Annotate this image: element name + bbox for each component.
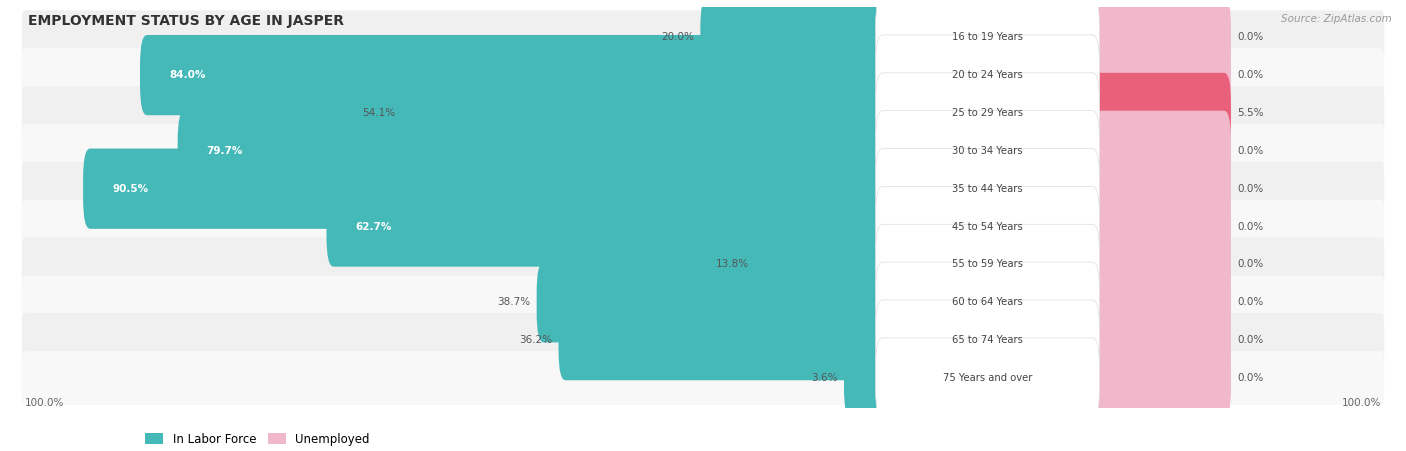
- Text: 25 to 29 Years: 25 to 29 Years: [952, 108, 1024, 118]
- Text: 35 to 44 Years: 35 to 44 Years: [952, 184, 1022, 193]
- FancyBboxPatch shape: [700, 0, 890, 78]
- FancyBboxPatch shape: [22, 276, 1384, 329]
- Text: 65 to 74 Years: 65 to 74 Years: [952, 335, 1024, 345]
- Text: 20 to 24 Years: 20 to 24 Years: [952, 70, 1024, 80]
- FancyBboxPatch shape: [22, 200, 1384, 253]
- Text: 30 to 34 Years: 30 to 34 Years: [952, 146, 1022, 156]
- Text: 13.8%: 13.8%: [716, 259, 748, 269]
- FancyBboxPatch shape: [22, 238, 1384, 291]
- FancyBboxPatch shape: [1085, 148, 1230, 229]
- FancyBboxPatch shape: [876, 224, 1099, 304]
- FancyBboxPatch shape: [876, 186, 1099, 267]
- Text: 0.0%: 0.0%: [1237, 221, 1264, 231]
- FancyBboxPatch shape: [558, 300, 890, 380]
- Text: 0.0%: 0.0%: [1237, 297, 1264, 307]
- FancyBboxPatch shape: [876, 148, 1099, 229]
- FancyBboxPatch shape: [1085, 224, 1230, 304]
- Text: 45 to 54 Years: 45 to 54 Years: [952, 221, 1024, 231]
- Text: 0.0%: 0.0%: [1237, 184, 1264, 193]
- FancyBboxPatch shape: [22, 162, 1384, 216]
- Text: 16 to 19 Years: 16 to 19 Years: [952, 32, 1024, 42]
- Text: 75 Years and over: 75 Years and over: [943, 373, 1032, 383]
- FancyBboxPatch shape: [1085, 110, 1230, 191]
- FancyBboxPatch shape: [1085, 262, 1230, 342]
- FancyBboxPatch shape: [1085, 338, 1230, 418]
- FancyBboxPatch shape: [22, 313, 1384, 367]
- FancyBboxPatch shape: [22, 124, 1384, 178]
- Legend: In Labor Force, Unemployed: In Labor Force, Unemployed: [141, 428, 374, 451]
- FancyBboxPatch shape: [537, 262, 890, 342]
- Text: 90.5%: 90.5%: [112, 184, 148, 193]
- Text: 100.0%: 100.0%: [24, 398, 63, 408]
- FancyBboxPatch shape: [1085, 73, 1230, 153]
- FancyBboxPatch shape: [1085, 35, 1230, 115]
- Text: 0.0%: 0.0%: [1237, 335, 1264, 345]
- FancyBboxPatch shape: [876, 35, 1099, 115]
- Text: 3.6%: 3.6%: [811, 373, 838, 383]
- Text: EMPLOYMENT STATUS BY AGE IN JASPER: EMPLOYMENT STATUS BY AGE IN JASPER: [28, 14, 344, 28]
- FancyBboxPatch shape: [177, 110, 890, 191]
- FancyBboxPatch shape: [83, 148, 890, 229]
- Text: 62.7%: 62.7%: [356, 221, 392, 231]
- Text: 0.0%: 0.0%: [1237, 373, 1264, 383]
- FancyBboxPatch shape: [22, 86, 1384, 140]
- Text: 60 to 64 Years: 60 to 64 Years: [952, 297, 1024, 307]
- Text: 38.7%: 38.7%: [498, 297, 530, 307]
- Text: 0.0%: 0.0%: [1237, 259, 1264, 269]
- FancyBboxPatch shape: [22, 10, 1384, 64]
- Text: Source: ZipAtlas.com: Source: ZipAtlas.com: [1281, 14, 1392, 23]
- FancyBboxPatch shape: [876, 338, 1099, 418]
- FancyBboxPatch shape: [402, 73, 890, 153]
- Text: 54.1%: 54.1%: [363, 108, 395, 118]
- FancyBboxPatch shape: [22, 48, 1384, 102]
- FancyBboxPatch shape: [22, 351, 1384, 405]
- Text: 84.0%: 84.0%: [169, 70, 205, 80]
- FancyBboxPatch shape: [1085, 186, 1230, 267]
- Text: 79.7%: 79.7%: [207, 146, 243, 156]
- FancyBboxPatch shape: [755, 224, 890, 304]
- FancyBboxPatch shape: [876, 110, 1099, 191]
- Text: 20.0%: 20.0%: [661, 32, 695, 42]
- Text: 36.2%: 36.2%: [519, 335, 553, 345]
- FancyBboxPatch shape: [1085, 0, 1230, 78]
- FancyBboxPatch shape: [326, 186, 890, 267]
- FancyBboxPatch shape: [876, 73, 1099, 153]
- FancyBboxPatch shape: [876, 262, 1099, 342]
- FancyBboxPatch shape: [1085, 300, 1230, 380]
- Text: 55 to 59 Years: 55 to 59 Years: [952, 259, 1024, 269]
- FancyBboxPatch shape: [876, 0, 1099, 78]
- FancyBboxPatch shape: [141, 35, 890, 115]
- Text: 0.0%: 0.0%: [1237, 70, 1264, 80]
- FancyBboxPatch shape: [876, 300, 1099, 380]
- FancyBboxPatch shape: [844, 338, 890, 418]
- Text: 100.0%: 100.0%: [1343, 398, 1382, 408]
- Text: 0.0%: 0.0%: [1237, 146, 1264, 156]
- Text: 0.0%: 0.0%: [1237, 32, 1264, 42]
- Text: 5.5%: 5.5%: [1237, 108, 1264, 118]
